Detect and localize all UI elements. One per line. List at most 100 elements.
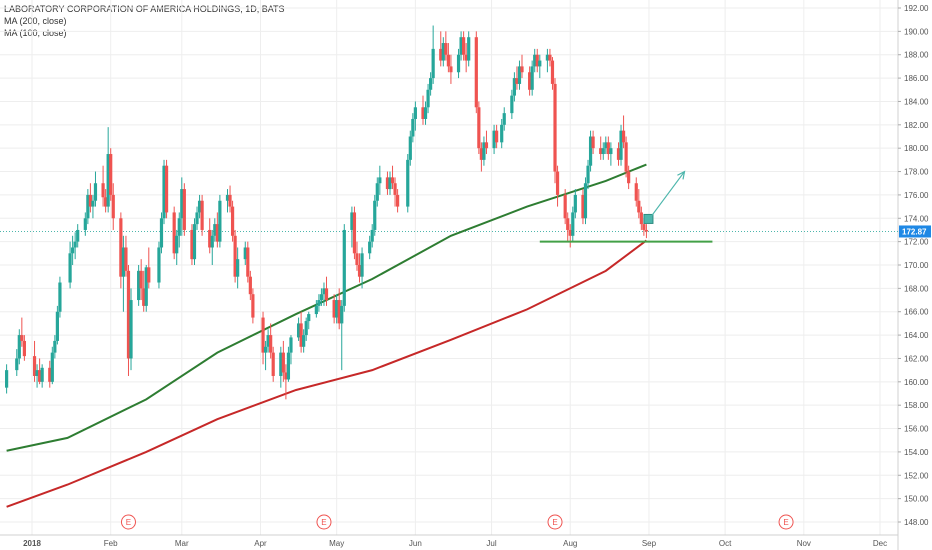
price-badge-text: 172.87 (902, 227, 927, 236)
candle-body (375, 183, 379, 201)
candle-body (495, 130, 499, 143)
candle-body (119, 218, 123, 277)
y-tick-label: 174.00 (904, 214, 929, 223)
candle-body (137, 270, 141, 301)
candle-body (177, 218, 181, 236)
candle-body (48, 367, 52, 382)
candle-body (281, 352, 285, 373)
candle-body (550, 60, 555, 84)
candle-body (200, 200, 204, 230)
candle-body (248, 276, 252, 295)
y-tick-label: 160.00 (904, 378, 929, 387)
candle-body (627, 171, 631, 184)
candle-body (269, 335, 273, 353)
candle-body (619, 130, 623, 160)
candle-body (390, 177, 395, 184)
candle-body (15, 358, 19, 371)
candle-body (355, 253, 359, 265)
candle-body (566, 218, 570, 230)
candle-body (215, 224, 219, 242)
candle-body (91, 200, 95, 207)
candle-body (317, 300, 321, 306)
candle-body (644, 229, 649, 232)
candle-body (121, 247, 126, 277)
candle-body (492, 130, 496, 149)
candle-body (126, 270, 131, 359)
earnings-marker[interactable] (547, 514, 563, 530)
candle-body (284, 372, 288, 380)
candle-body (604, 142, 608, 149)
candle-body (588, 136, 593, 166)
projection-arrow-head (677, 170, 686, 180)
chart-legend: LABORATORY CORPORATION OF AMERICA HOLDIN… (4, 3, 285, 39)
x-tick-label: Nov (797, 539, 811, 548)
candle-body (411, 118, 415, 137)
candle-body (393, 183, 397, 195)
candle-body (314, 305, 318, 315)
candle-body (337, 300, 341, 324)
candle-body (195, 212, 199, 225)
earnings-marker[interactable] (778, 514, 794, 530)
earnings-label: E (552, 518, 557, 527)
candle-body (192, 224, 197, 260)
earnings-marker[interactable] (120, 514, 136, 530)
candle-body (261, 317, 265, 353)
candle-body (243, 247, 247, 260)
candle-body (528, 72, 532, 90)
candle-body (545, 54, 550, 61)
candle-body (286, 352, 291, 380)
candle-body (53, 340, 57, 353)
ma200-line (6, 239, 648, 508)
y-tick-label: 184.00 (904, 97, 929, 106)
candle-body (396, 194, 400, 207)
candle-body (520, 66, 524, 73)
candle-body (484, 142, 489, 149)
candle-body (182, 189, 186, 230)
candle-body (563, 194, 567, 219)
candle-body (230, 206, 235, 236)
candle-body (352, 212, 357, 254)
candle-body (101, 183, 105, 198)
candle-body (164, 165, 169, 213)
x-tick-label: Jul (486, 539, 496, 548)
candle-body (378, 177, 382, 184)
candle-body (477, 107, 481, 149)
candle-body (479, 148, 483, 160)
candle-body (88, 194, 92, 207)
y-tick-label: 188.00 (904, 51, 929, 60)
candle-body (73, 241, 77, 248)
candle-body (431, 48, 435, 79)
candle-body (40, 367, 44, 382)
candle-body (279, 352, 283, 376)
candle-body (601, 148, 605, 155)
candle-body (515, 78, 519, 84)
candle-body (421, 107, 425, 119)
candle-body (22, 340, 26, 357)
candle-body (175, 235, 179, 254)
candle-body (591, 136, 595, 149)
candle-body (500, 124, 504, 143)
candle-body (307, 314, 311, 322)
candle-body (106, 154, 110, 207)
y-tick-label: 186.00 (904, 74, 929, 83)
projection-arrow (648, 171, 685, 220)
x-tick-label: Apr (254, 539, 267, 548)
candle-body (35, 370, 39, 376)
candle-body (271, 352, 275, 376)
candle-body (634, 183, 638, 201)
earnings-marker[interactable] (316, 514, 332, 530)
candle-body (573, 194, 577, 213)
price-badge (899, 225, 931, 238)
candle-body (502, 113, 506, 125)
earnings-label: E (783, 518, 788, 527)
candle-body (370, 229, 374, 242)
candle-body (482, 142, 486, 160)
x-tick-label: Aug (563, 539, 577, 548)
candle-body (462, 37, 466, 55)
candle-body (162, 165, 166, 219)
candle-body (228, 194, 232, 207)
y-tick-label: 190.00 (904, 27, 929, 36)
candle-body (360, 253, 364, 277)
candle-body (342, 229, 346, 306)
